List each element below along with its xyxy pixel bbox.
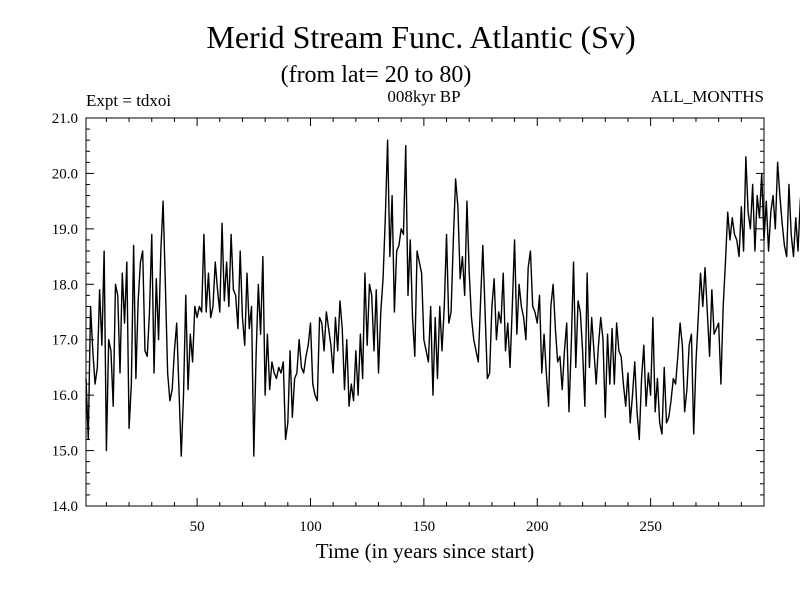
x-tick-label: 200 bbox=[526, 519, 549, 535]
chart-subtitle: (from lat= 20 to 80) bbox=[281, 62, 472, 88]
x-tick-label: 50 bbox=[190, 519, 205, 535]
x-tick-label: 150 bbox=[413, 519, 436, 535]
months-label: ALL_MONTHS bbox=[651, 87, 764, 106]
series-layer bbox=[85, 139, 800, 457]
period-label: 008kyr BP bbox=[387, 87, 460, 106]
x-tick-label: 100 bbox=[299, 519, 322, 535]
series-line bbox=[85, 139, 800, 457]
y-tick-label: 17.0 bbox=[52, 333, 78, 349]
experiment-label: Expt = tdxoi bbox=[86, 91, 171, 110]
y-tick-label: 20.0 bbox=[52, 166, 78, 182]
x-tick-label: 250 bbox=[639, 519, 662, 535]
y-tick-label: 21.0 bbox=[52, 111, 78, 127]
y-tick-label: 19.0 bbox=[52, 222, 78, 238]
y-tick-label: 16.0 bbox=[52, 388, 78, 404]
plot-frame bbox=[85, 117, 765, 507]
chart-title: Merid Stream Func. Atlantic (Sv) bbox=[206, 19, 635, 55]
y-tick-label: 18.0 bbox=[52, 277, 78, 293]
x-axis-label: Time (in years since start) bbox=[316, 539, 535, 563]
x-axis: 50 100 150 200 250 bbox=[105, 118, 742, 535]
y-tick-label: 14.0 bbox=[52, 499, 78, 515]
y-tick-label: 15.0 bbox=[52, 444, 78, 460]
